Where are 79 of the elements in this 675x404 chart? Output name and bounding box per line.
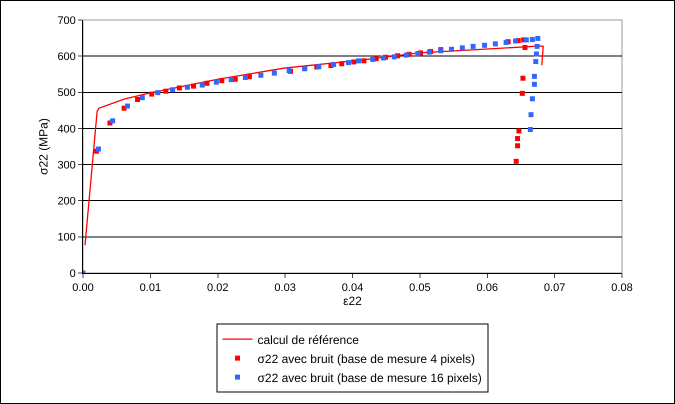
point (449, 46, 454, 52)
point (258, 72, 264, 78)
point (163, 88, 168, 94)
y-axis-title: σ22 (MPa) (36, 118, 51, 175)
line-series (84, 45, 544, 246)
y-tick-label: 400 (57, 123, 76, 136)
point (170, 87, 176, 92)
point (528, 112, 534, 118)
point (214, 80, 219, 85)
y-tick-label: 700 (57, 14, 76, 27)
x-axis-title: ε22 (343, 294, 362, 308)
point (356, 58, 362, 64)
point (96, 146, 101, 152)
y-tick-label: 600 (57, 50, 76, 63)
point (482, 42, 488, 48)
point (515, 143, 520, 148)
x-tick-label: 0.02 (207, 282, 228, 294)
x-tick-label: 0.01 (140, 282, 162, 294)
point (532, 74, 537, 79)
point (530, 96, 535, 102)
legend-label: calcul de référence (258, 332, 360, 347)
x-tick-label: 0.03 (274, 282, 296, 294)
point (370, 56, 376, 62)
point (149, 92, 154, 97)
point (524, 37, 529, 42)
y-tick-label: 300 (57, 159, 76, 172)
point (191, 84, 196, 89)
point (514, 158, 519, 164)
point (415, 51, 420, 56)
point (380, 55, 386, 60)
x-tick-label: 0.05 (409, 282, 431, 294)
point (528, 127, 533, 132)
point (228, 77, 234, 82)
point (460, 45, 465, 50)
legend-label: σ22 avec bruit (base de mesure 4 pixels) (258, 352, 476, 366)
point (470, 44, 476, 49)
point (339, 61, 344, 66)
x-tick-label: 0.08 (611, 282, 633, 294)
point (184, 84, 190, 90)
point (492, 41, 498, 46)
point (155, 90, 160, 96)
point (530, 37, 535, 42)
point (140, 95, 145, 100)
y-tick-label: 200 (57, 196, 76, 208)
point (532, 82, 537, 87)
y-tick-label: 500 (57, 87, 76, 100)
point (404, 52, 409, 58)
x-tick-label: 0.06 (476, 282, 498, 294)
y-tick-label: 0 (70, 268, 76, 280)
x-tick-label: 0.00 (72, 282, 94, 294)
point (200, 82, 205, 88)
point (513, 38, 518, 44)
x-tick-label: 0.07 (544, 282, 566, 294)
point (351, 59, 356, 64)
point (110, 118, 116, 124)
point (534, 51, 539, 56)
point (176, 85, 182, 90)
legend-label: σ22 avec bruit (base de mesure 16 pixels) (258, 370, 482, 385)
point (533, 59, 538, 64)
point (522, 44, 528, 50)
point (242, 74, 248, 80)
point (331, 62, 336, 67)
point (515, 136, 520, 142)
point (135, 97, 140, 102)
point (204, 80, 210, 86)
point (124, 104, 130, 109)
point (392, 54, 397, 60)
x-tick-label: 0.04 (342, 282, 364, 294)
point (534, 44, 540, 49)
point (520, 76, 526, 81)
point (535, 36, 540, 41)
point (346, 60, 351, 66)
point (272, 70, 277, 76)
point (361, 58, 366, 64)
point (516, 128, 522, 134)
point (520, 90, 525, 96)
point (219, 78, 224, 84)
point (232, 76, 238, 82)
y-tick-label: 100 (57, 232, 76, 244)
